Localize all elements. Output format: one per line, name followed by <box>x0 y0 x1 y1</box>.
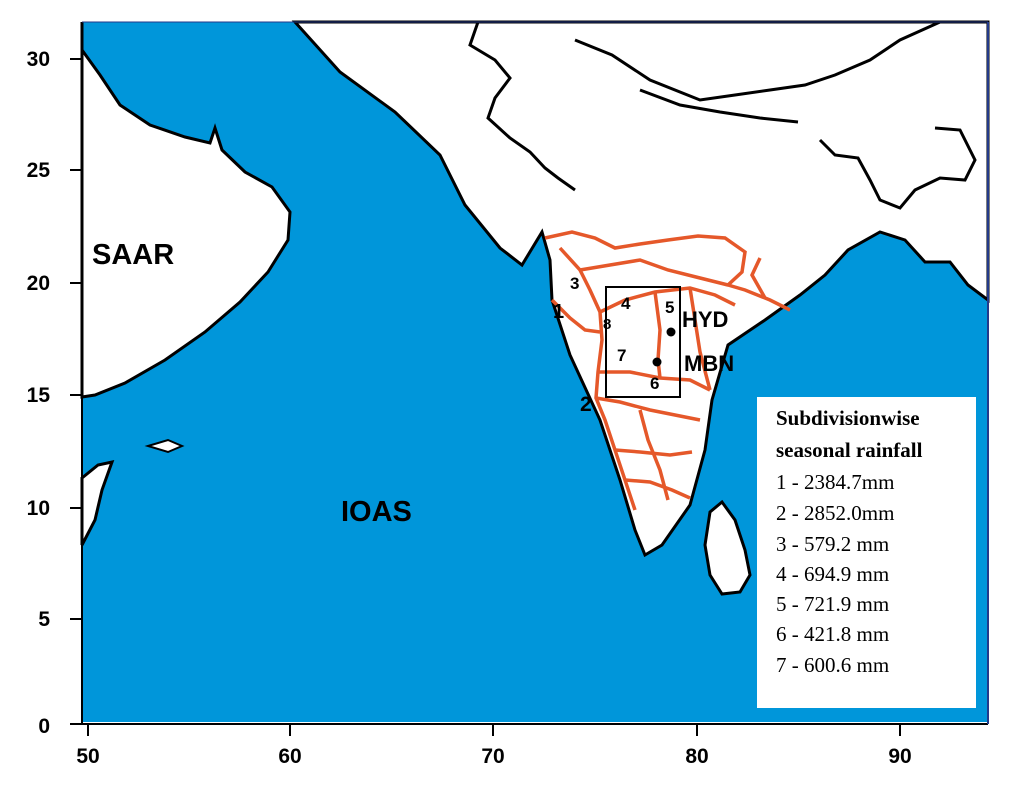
subdivision-label-8: 8 <box>603 316 612 333</box>
legend-item-4: 4 - 694.9 mm <box>776 562 890 586</box>
legend-item-3: 3 - 579.2 mm <box>776 532 890 556</box>
subdivision-boundaries <box>544 230 791 511</box>
x-tick-label-90: 90 <box>888 745 912 768</box>
rainfall-legend <box>757 397 976 708</box>
international-border-nepal <box>639 88 799 124</box>
socotra-island <box>144 438 185 454</box>
y-tick-label-15: 15 <box>26 384 50 407</box>
subdivision-label-5: 5 <box>665 298 675 317</box>
subdivision-label-6: 6 <box>650 374 660 393</box>
legend-item-6: 6 - 421.8 mm <box>776 622 890 646</box>
arabian-peninsula-land <box>80 22 292 399</box>
y-ticks <box>70 58 82 725</box>
subdivision-label-2: 2 <box>580 393 592 416</box>
legend-item-1: 1 - 2384.7mm <box>776 470 895 494</box>
region-label-saar: SAAR <box>92 239 175 271</box>
subdivision-label-7: 7 <box>617 346 627 365</box>
y-tick-label-5: 5 <box>38 608 50 631</box>
sri-lanka-land <box>703 499 752 596</box>
legend-item-2: 2 - 2852.0mm <box>776 501 895 525</box>
station-label-hyd: HYD <box>682 307 729 332</box>
y-tick-label-30: 30 <box>26 48 50 71</box>
legend-item-5: 5 - 721.9 mm <box>776 592 890 616</box>
y-tick-label-0: 0 <box>38 715 50 738</box>
international-border-north <box>574 20 941 102</box>
international-border <box>468 21 576 192</box>
y-tick-label-20: 20 <box>26 272 50 295</box>
station-marker-hyd <box>666 327 676 337</box>
x-tick-label-80: 80 <box>685 745 709 768</box>
x-tick-label-70: 70 <box>481 745 505 768</box>
y-tick-label-10: 10 <box>26 497 50 520</box>
station-label-mbn: MBN <box>684 351 735 376</box>
x-tick-label-50: 50 <box>76 745 100 768</box>
legend-title-line1: Subdivisionwise <box>776 406 920 430</box>
x-ticks <box>87 724 901 736</box>
subdivision-label-1: 1 <box>553 301 565 323</box>
x-tick-label-60: 60 <box>278 745 302 768</box>
legend-item-7: 7 - 600.6 mm <box>776 653 890 677</box>
subdivision-label-3: 3 <box>570 274 580 293</box>
legend-title-line2: seasonal rainfall <box>776 438 923 462</box>
study-area-box <box>605 286 681 398</box>
station-marker-mbn <box>652 357 662 367</box>
y-tick-label-25: 25 <box>26 159 50 182</box>
subdivision-label-4: 4 <box>621 294 631 313</box>
indian-subcontinent-land <box>291 20 990 558</box>
international-border-bangladesh <box>818 126 977 210</box>
region-label-ioas: IOAS <box>341 496 412 528</box>
